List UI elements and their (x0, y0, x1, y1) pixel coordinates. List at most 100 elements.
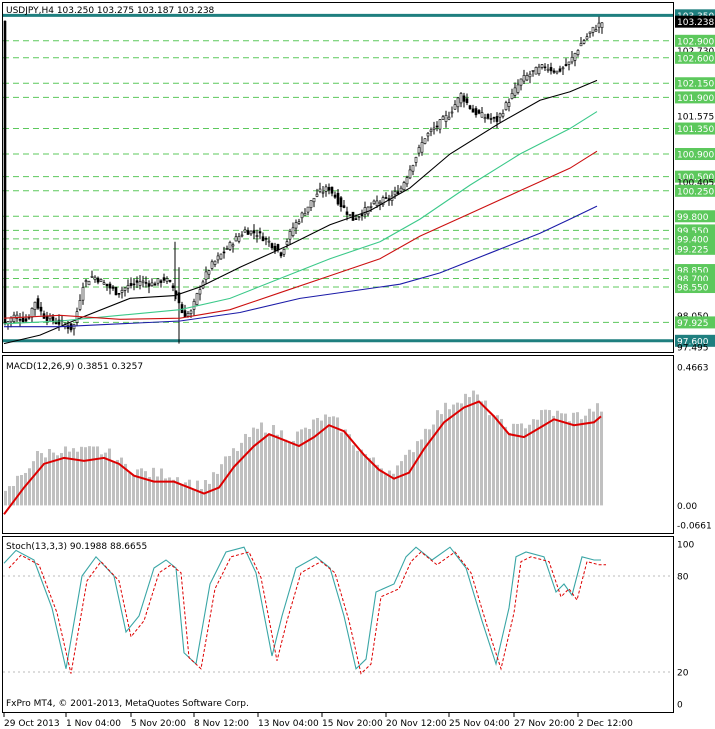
macd-histogram-bar (164, 478, 167, 506)
candle-body (477, 110, 481, 114)
candle-body (453, 104, 457, 110)
candle-body (153, 283, 157, 286)
macd-histogram-bar (48, 448, 51, 506)
macd-histogram-bar (280, 430, 283, 506)
candle-body (3, 20, 7, 325)
macd-histogram-bar (136, 469, 139, 506)
stochastic-chart[interactable] (3, 546, 673, 675)
candle-body (423, 138, 427, 144)
copyright-text: FxPro MT4, © 2001-2013, MetaQuotes Softw… (6, 699, 249, 709)
candle-body (507, 102, 511, 107)
macd-histogram-bar (264, 432, 267, 506)
candle-body (243, 229, 247, 233)
candle-body (498, 113, 502, 118)
macd-histogram-bar (36, 451, 39, 506)
level-tag (675, 232, 715, 245)
macd-histogram-bar (540, 410, 543, 506)
time-label: 27 Nov 20:00 (514, 719, 575, 729)
candle-body (588, 31, 592, 34)
macd-histogram-bar (192, 489, 195, 506)
candle-body (372, 200, 376, 204)
macd-histogram-bar (556, 410, 559, 506)
main-panel-header: USDJPY,H4 103.250 103.275 103.187 103.23… (6, 6, 215, 16)
macd-histogram-bar (88, 446, 91, 506)
macd-histogram-bar (200, 488, 203, 506)
price-chart[interactable] (3, 13, 673, 345)
macd-histogram-bar (472, 390, 475, 506)
macd-histogram-bar (544, 409, 547, 506)
candle-body (336, 192, 340, 205)
candle-body (135, 280, 139, 283)
candle-body (270, 243, 274, 249)
macd-chart[interactable] (3, 390, 603, 515)
macd-histogram-bar (92, 446, 95, 506)
candle-body (282, 249, 286, 255)
candle-body (90, 276, 94, 278)
candle-body (561, 67, 565, 70)
macd-histogram-bar (464, 393, 467, 506)
candle-body (99, 279, 103, 283)
macd-histogram-bar (148, 477, 151, 506)
candle-body (186, 313, 190, 317)
candle-body (567, 61, 571, 65)
candle-body (117, 293, 121, 295)
candle-body (339, 197, 343, 208)
macd-histogram-bar (184, 482, 187, 506)
moving-average-mid (3, 111, 598, 325)
candle-body (45, 316, 49, 321)
candle-body (513, 87, 517, 96)
macd-histogram-bar (592, 411, 595, 506)
macd-histogram-bar (132, 475, 135, 506)
macd-histogram-bar (56, 455, 59, 506)
candle-body (378, 201, 382, 205)
candle-body (255, 235, 259, 237)
candle-body (264, 238, 268, 240)
candle-body (321, 191, 325, 194)
candle-body (516, 84, 520, 93)
candle-body (525, 75, 529, 81)
price-label: 99.400 (677, 235, 709, 245)
candle-body (198, 289, 202, 295)
macd-histogram-bar (176, 477, 179, 506)
candle-body (456, 97, 460, 108)
macd-histogram-bar (268, 434, 271, 506)
macd-histogram-bar (452, 404, 455, 506)
candle-body (441, 116, 445, 120)
candle-body (159, 280, 163, 283)
price-label: 97.495 (677, 343, 709, 353)
macd-histogram-bar (296, 431, 299, 506)
candle-body (126, 285, 130, 289)
candle-body (564, 64, 568, 67)
macd-histogram-bar (484, 400, 487, 506)
moving-average-long (4, 205, 598, 328)
candle-body (474, 108, 478, 116)
candle-body (468, 105, 472, 110)
candle-body (360, 214, 364, 217)
macd-histogram-bar (360, 449, 363, 506)
time-axis: 29 Oct 2013 1 Nov 04:00 5 Nov 20:00 8 Nov 1… (3, 713, 633, 729)
macd-histogram-bar (456, 402, 459, 506)
level-tag (675, 77, 715, 90)
macd-histogram-bar (244, 433, 247, 506)
candle-body (558, 68, 562, 72)
macd-histogram-bar (60, 453, 63, 506)
candle-body (414, 157, 418, 163)
candle-body (252, 230, 256, 234)
candle-body (489, 118, 493, 120)
candle-body (108, 283, 112, 289)
level-tag (675, 184, 715, 197)
time-label: 15 Nov 20:00 (322, 719, 383, 729)
macd-histogram-bar (304, 427, 307, 506)
macd-histogram-bar (120, 457, 123, 506)
macd-histogram-bar (84, 447, 87, 506)
macd-histogram-bar (216, 473, 219, 506)
time-label: 29 Oct 2013 (4, 719, 60, 729)
candle-body (105, 283, 109, 287)
macd-histogram-bar (160, 468, 163, 506)
level-tag (675, 34, 715, 47)
macd-histogram-bar (4, 490, 7, 506)
candle-body (522, 75, 526, 82)
macd-histogram-bar (140, 468, 143, 506)
candle-body (438, 119, 442, 130)
